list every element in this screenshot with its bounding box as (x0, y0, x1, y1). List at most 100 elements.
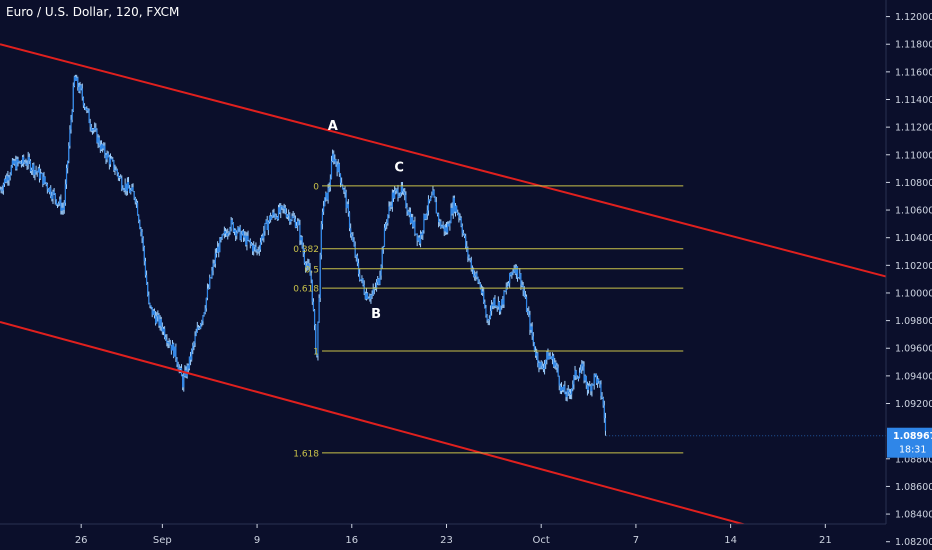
candle-body (316, 353, 318, 356)
candle-body (431, 195, 433, 197)
candle-body (10, 166, 12, 175)
candle-body (373, 288, 375, 290)
candle-body (251, 244, 254, 252)
candle-body (474, 275, 476, 277)
candle-body (375, 282, 378, 288)
candle-body (501, 299, 503, 306)
candle-series (0, 74, 607, 436)
candle-body (166, 339, 168, 343)
candle-body (594, 374, 596, 376)
channel-line-lower (0, 321, 747, 524)
candle-body (263, 231, 265, 239)
candle-body (512, 271, 514, 273)
candle-body (590, 385, 592, 392)
bar-countdown-label: 18:31 (899, 445, 926, 456)
candle-body (24, 162, 26, 164)
candle-body (489, 310, 492, 319)
candle-body (309, 268, 311, 276)
candle-body (277, 207, 280, 220)
candle-body (299, 224, 301, 241)
candle-body (8, 177, 10, 181)
candle-body (332, 153, 334, 162)
time-tick-label: 26 (75, 535, 88, 546)
candle-body (485, 307, 487, 316)
candle-body (444, 227, 446, 232)
candle-body (231, 220, 233, 223)
candle-body (80, 85, 82, 89)
candle-body (445, 227, 448, 233)
candle-body (15, 160, 17, 170)
candle-body (286, 215, 289, 218)
candle-body (248, 240, 250, 242)
candle-body (546, 351, 548, 361)
candle-body (36, 171, 38, 173)
candle-body (387, 214, 389, 224)
candle-body (396, 189, 398, 191)
candle-body (77, 77, 79, 88)
candle-body (342, 185, 344, 190)
candle-body (466, 246, 468, 248)
candle-body (112, 158, 114, 161)
candle-body (408, 212, 410, 215)
candle-body (152, 310, 154, 315)
candle-body (352, 236, 354, 242)
candle-body (477, 277, 479, 283)
candle-body (159, 319, 161, 326)
candle-body (548, 355, 550, 360)
candle-body (237, 227, 239, 233)
candle-body (293, 217, 295, 219)
candle-body (507, 283, 510, 287)
candle-body (235, 229, 237, 236)
candle-body (179, 367, 181, 369)
candle-body (513, 267, 515, 272)
candle-body (68, 145, 70, 162)
candle-body (436, 213, 439, 215)
candle-body (562, 387, 564, 391)
candle-body (16, 158, 18, 170)
candle-body (212, 263, 214, 271)
candle-body (20, 163, 23, 165)
candle-body (221, 234, 223, 239)
candle-body (53, 191, 55, 194)
candle-body (158, 314, 160, 326)
candle-body (469, 258, 471, 261)
candle-body (264, 223, 266, 232)
candle-body (183, 376, 185, 388)
candle-body (470, 260, 472, 270)
candle-body (461, 226, 463, 234)
candle-body (520, 273, 522, 285)
candle-body (171, 343, 174, 351)
candle-body (382, 246, 384, 250)
candle-body (196, 327, 198, 333)
candle-body (89, 122, 91, 127)
candle-body (154, 315, 157, 324)
candle-body (43, 176, 45, 185)
candle-body (412, 217, 414, 227)
candle-body (62, 207, 64, 210)
candle-body (329, 178, 331, 188)
candle-body (257, 250, 259, 252)
candle-body (164, 328, 166, 338)
candle-body (338, 163, 340, 174)
price-tick-label: 1.11800 (895, 40, 932, 51)
candle-body (415, 233, 417, 235)
time-tick-label: 23 (440, 535, 453, 546)
candle-body (510, 273, 512, 276)
candle-body (416, 233, 418, 241)
candle-body (211, 270, 213, 278)
candle-body (361, 278, 363, 280)
candle-body (12, 160, 15, 164)
candle-body (91, 129, 94, 131)
candle-body (540, 362, 542, 366)
candle-body (350, 228, 352, 234)
candle-body (253, 245, 255, 252)
price-tick-label: 1.11000 (895, 150, 932, 161)
candle-body (195, 332, 197, 336)
candle-body (218, 246, 220, 252)
candle-body (354, 245, 356, 257)
candle-body (451, 207, 453, 214)
candle-body (432, 190, 434, 196)
candle-body (484, 302, 486, 308)
candle-body (280, 205, 282, 213)
